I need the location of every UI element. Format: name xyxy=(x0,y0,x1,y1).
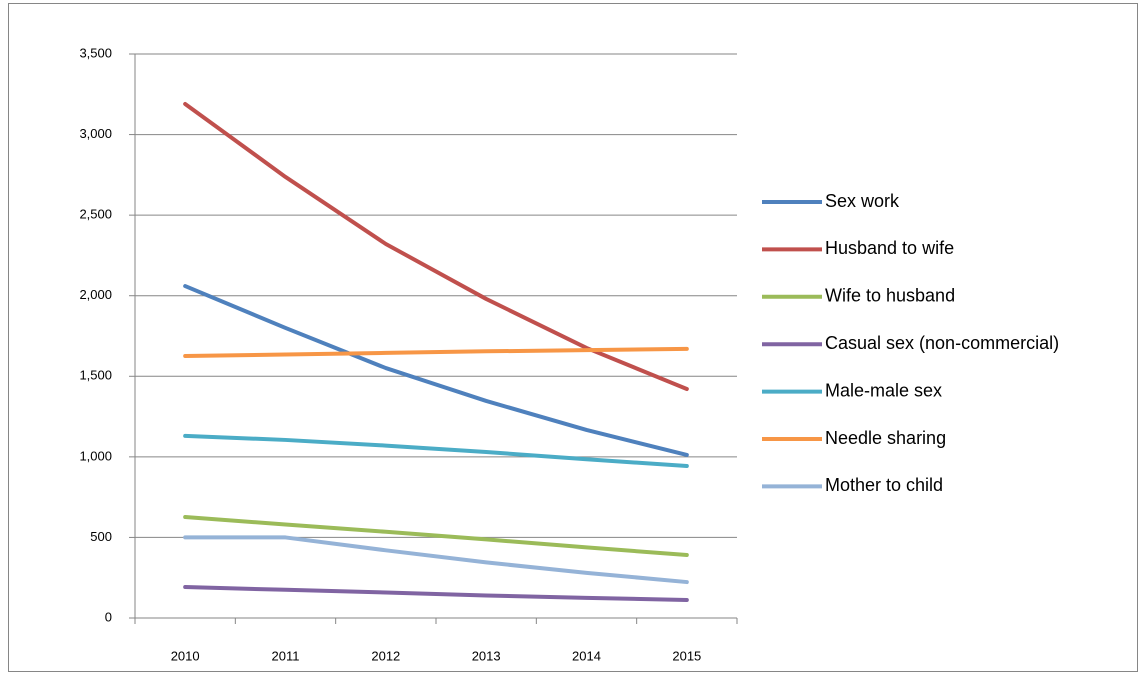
y-tick-label: 2,000 xyxy=(79,287,112,302)
x-tick-label: 2015 xyxy=(672,648,701,663)
y-tick-label: 2,500 xyxy=(79,207,112,222)
legend-label: Needle sharing xyxy=(825,428,946,448)
legend-label: Wife to husband xyxy=(825,286,955,306)
x-tick-label: 2012 xyxy=(371,648,400,663)
x-tick-label: 2011 xyxy=(272,648,300,663)
series-line xyxy=(183,514,689,557)
series-line xyxy=(183,284,689,457)
series-line xyxy=(183,101,689,392)
y-tick-label: 3,000 xyxy=(79,126,112,141)
y-tick-label: 0 xyxy=(105,609,112,624)
legend-label: Casual sex (non-commercial) xyxy=(825,333,1059,353)
y-tick-label: 3,500 xyxy=(79,45,112,60)
y-tick-label: 1,500 xyxy=(79,368,112,383)
series-line xyxy=(183,346,689,358)
series-line xyxy=(183,585,689,602)
chart-border xyxy=(8,3,1138,672)
legend-label: Husband to wife xyxy=(825,238,954,258)
x-tick-label: 2013 xyxy=(472,648,501,663)
series-line xyxy=(183,433,689,469)
y-tick-label: 500 xyxy=(90,529,112,544)
legend-label: Male-male sex xyxy=(825,380,942,400)
legend-label: Sex work xyxy=(825,191,900,211)
x-tick-label: 2014 xyxy=(572,648,601,663)
y-tick-label: 1,000 xyxy=(79,448,112,463)
legend-label: Mother to child xyxy=(825,475,943,495)
x-tick-label: 2010 xyxy=(171,648,200,663)
series-line xyxy=(183,535,689,585)
